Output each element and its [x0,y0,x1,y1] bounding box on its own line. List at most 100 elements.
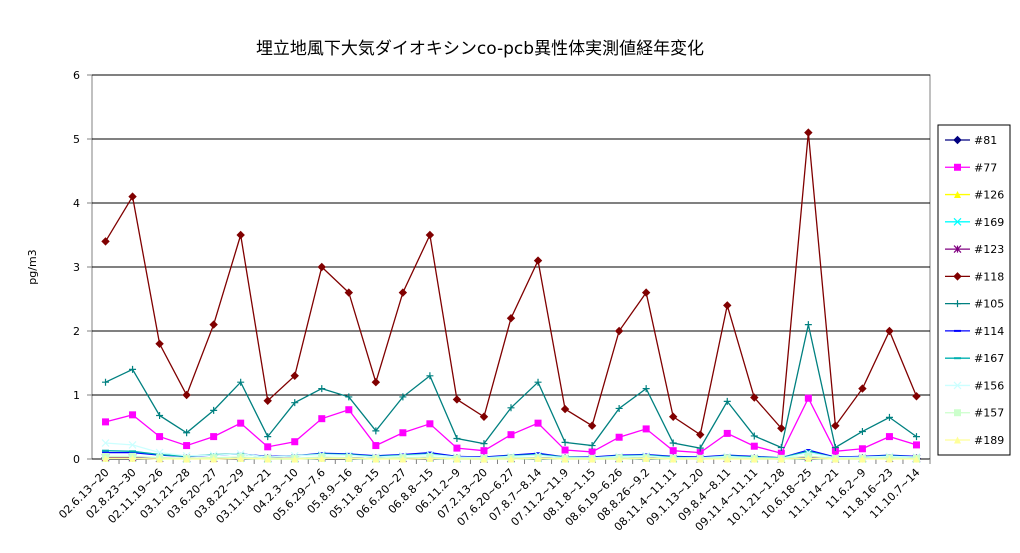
data-point [696,455,704,463]
data-point [480,440,488,448]
data-point [831,421,840,430]
data-point [480,447,488,455]
data-point [912,441,920,449]
data-point [641,288,651,297]
legend-marker [953,272,962,281]
data-point [426,372,434,380]
data-point [777,455,785,463]
data-point [291,399,299,407]
data-point [453,455,461,463]
data-point [804,454,812,462]
legend-marker [953,245,962,254]
data-point [506,313,516,323]
data-point [561,446,569,454]
data-point [102,418,110,426]
data-point [102,378,110,386]
data-point [452,395,462,404]
data-point [777,449,785,457]
legend-label: #118 [974,270,1004,283]
data-point [237,378,245,386]
data-point [237,419,245,427]
data-point [426,454,434,462]
data-point [263,396,272,405]
data-point [668,412,678,421]
data-point [372,455,380,463]
data-point [425,230,435,240]
data-point [507,455,515,463]
data-point [210,455,218,463]
data-point [318,454,326,462]
legend-marker [953,217,962,226]
legend-label: #77 [974,161,997,174]
legend-label: #167 [974,352,1004,365]
data-point [156,455,164,463]
legend-label: #114 [974,325,1004,338]
data-point [507,404,515,412]
data-point [723,397,731,405]
data-point [642,454,650,462]
legend-marker [954,409,961,417]
y-tick-label: 1 [73,389,80,402]
y-tick-label: 3 [73,261,80,274]
legend-label: #156 [974,379,1004,392]
data-point [318,415,326,423]
data-point [345,406,353,414]
data-point [696,449,704,457]
data-point [885,326,894,336]
data-point [155,339,164,349]
data-point [102,454,110,462]
legend-label: #126 [974,189,1004,202]
data-point [831,447,839,455]
data-point [561,455,569,463]
data-point [291,438,299,446]
data-point [642,425,650,433]
data-point [534,454,542,462]
data-point [156,411,164,419]
y-tick-label: 6 [73,69,80,82]
data-point [399,429,407,437]
legend-label: #105 [974,298,1004,311]
data-point [777,424,786,433]
y-tick-label: 2 [73,325,80,338]
data-point [858,427,866,435]
data-point [210,433,218,441]
data-point [696,444,704,452]
data-point [777,443,785,451]
data-point [345,393,353,401]
data-point [534,378,542,386]
data-point [399,455,407,463]
y-tick-label: 0 [73,453,80,466]
data-point [129,454,137,462]
legend-marker [953,135,962,145]
data-point [399,393,407,401]
data-point [182,390,191,400]
data-point [858,455,866,463]
data-point [912,392,921,401]
data-point [642,385,650,393]
data-point [480,455,488,463]
data-point [588,448,596,456]
legend-label: #123 [974,243,1004,256]
data-point [858,384,867,393]
y-axis-label: pg/m3 [26,249,39,284]
data-point [831,455,839,463]
data-point [750,393,759,402]
data-point [858,445,866,453]
data-point [885,455,893,463]
legend-box [937,124,1011,456]
data-point [183,429,191,437]
legend-marker [954,163,961,171]
data-point [533,256,543,265]
data-point [236,230,245,240]
data-point [128,192,137,201]
data-point [588,442,596,450]
data-point [345,454,353,462]
data-point [614,326,624,336]
data-point [156,433,164,441]
data-point [426,420,434,428]
legend-marker [954,436,961,444]
legend-label: #169 [974,216,1004,229]
data-point [587,421,597,430]
data-point [210,406,218,414]
